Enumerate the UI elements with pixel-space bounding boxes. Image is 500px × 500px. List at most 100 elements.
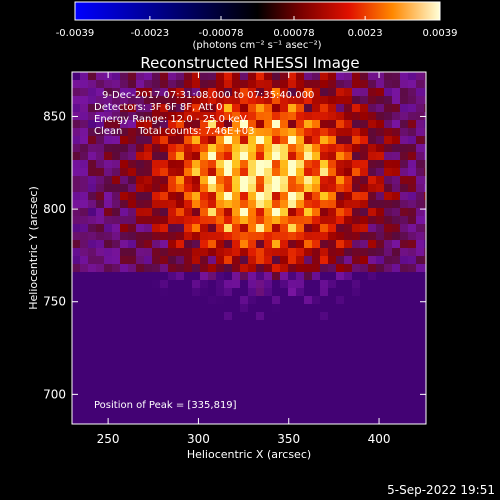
heatmap-cell — [208, 264, 217, 273]
heatmap-cell — [424, 136, 426, 145]
heatmap-cell — [144, 112, 153, 121]
heatmap-cell — [416, 368, 425, 377]
heatmap-cell — [240, 296, 249, 305]
heatmap-cell — [104, 104, 113, 113]
heatmap-cell — [384, 192, 393, 201]
heatmap-cell — [312, 200, 321, 209]
heatmap-cell — [336, 240, 345, 249]
heatmap-cell — [296, 224, 305, 233]
heatmap-cell — [368, 176, 377, 185]
heatmap-cell — [264, 208, 273, 217]
heatmap-cell — [216, 216, 225, 225]
heatmap-cell — [304, 280, 313, 289]
heatmap-cell — [344, 272, 353, 281]
heatmap-cell — [120, 312, 129, 321]
heatmap-cell — [392, 96, 401, 105]
heatmap-cell — [200, 256, 209, 265]
heatmap-cell — [72, 120, 81, 129]
heatmap-cell — [128, 192, 137, 201]
heatmap-cell — [208, 248, 217, 257]
heatmap-cell — [288, 80, 297, 89]
heatmap-cell — [96, 248, 105, 257]
heatmap-cell — [280, 176, 289, 185]
heatmap-cell — [112, 136, 121, 145]
heatmap-cell — [160, 176, 169, 185]
heatmap-cell — [96, 272, 105, 281]
heatmap-cell — [320, 168, 329, 177]
heatmap-cell — [152, 216, 161, 225]
heatmap-cell — [320, 256, 329, 265]
heatmap-cell — [416, 304, 425, 313]
heatmap-cell — [208, 216, 217, 225]
heatmap-cell — [256, 200, 265, 209]
heatmap-cell — [376, 128, 385, 137]
heatmap-cell — [408, 120, 417, 129]
heatmap-cell — [424, 312, 426, 321]
heatmap-cell — [296, 120, 305, 129]
heatmap-cell — [136, 336, 145, 345]
heatmap-cell — [152, 392, 161, 401]
heatmap-cell — [376, 72, 385, 81]
heatmap-cell — [232, 352, 241, 361]
heatmap-cell — [296, 272, 305, 281]
heatmap-cell — [272, 400, 281, 409]
heatmap-cell — [344, 152, 353, 161]
heatmap-cell — [288, 152, 297, 161]
heatmap-cell — [160, 184, 169, 193]
heatmap-cell — [320, 136, 329, 145]
heatmap-cell — [160, 408, 169, 417]
heatmap-cell — [360, 288, 369, 297]
heatmap-cell — [400, 176, 409, 185]
heatmap-cell — [424, 200, 426, 209]
heatmap-cell — [416, 200, 425, 209]
heatmap-cell — [320, 120, 329, 129]
heatmap-cell — [152, 120, 161, 129]
heatmap-cell — [336, 144, 345, 153]
heatmap-cell — [408, 88, 417, 97]
heatmap-cell — [128, 88, 137, 97]
heatmap-cell — [160, 392, 169, 401]
heatmap-cell — [264, 400, 273, 409]
heatmap-cell — [288, 256, 297, 265]
heatmap-cell — [408, 200, 417, 209]
heatmap-cell — [336, 232, 345, 241]
heatmap-cell — [112, 160, 121, 169]
heatmap-cell — [208, 80, 217, 89]
heatmap-cell — [336, 176, 345, 185]
heatmap-cell — [408, 400, 417, 409]
heatmap-cell — [184, 360, 193, 369]
heatmap-cell — [304, 296, 313, 305]
heatmap-cell — [208, 88, 217, 97]
heatmap-cell — [344, 80, 353, 89]
heatmap-cell — [272, 208, 281, 217]
heatmap-cell — [136, 240, 145, 249]
heatmap-cell — [224, 152, 233, 161]
heatmap-cell — [104, 320, 113, 329]
heatmap-cell — [208, 272, 217, 281]
heatmap-cell — [328, 160, 337, 169]
heatmap-cell — [328, 208, 337, 217]
heatmap-cell — [112, 368, 121, 377]
heatmap-cell — [304, 384, 313, 393]
heatmap-cell — [120, 144, 129, 153]
heatmap-cell — [376, 248, 385, 257]
heatmap-cell — [352, 280, 361, 289]
heatmap-cell — [312, 280, 321, 289]
heatmap-cell — [88, 352, 97, 361]
heatmap-cell — [288, 200, 297, 209]
heatmap-cell — [160, 72, 169, 81]
heatmap-cell — [200, 144, 209, 153]
heatmap-cell — [248, 104, 257, 113]
heatmap-cell — [192, 280, 201, 289]
heatmap-cell — [248, 280, 257, 289]
heatmap-cell — [296, 320, 305, 329]
y-tick-label: 850 — [43, 109, 66, 123]
heatmap-cell — [352, 360, 361, 369]
heatmap-cell — [160, 224, 169, 233]
heatmap-cell — [88, 232, 97, 241]
heatmap-cell — [184, 216, 193, 225]
heatmap-cell — [176, 328, 185, 337]
heatmap-cell — [328, 328, 337, 337]
heatmap-cell — [272, 384, 281, 393]
heatmap-cell — [80, 296, 89, 305]
